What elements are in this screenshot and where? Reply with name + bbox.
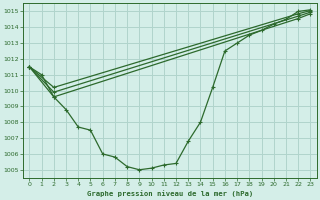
X-axis label: Graphe pression niveau de la mer (hPa): Graphe pression niveau de la mer (hPa) — [87, 190, 253, 197]
